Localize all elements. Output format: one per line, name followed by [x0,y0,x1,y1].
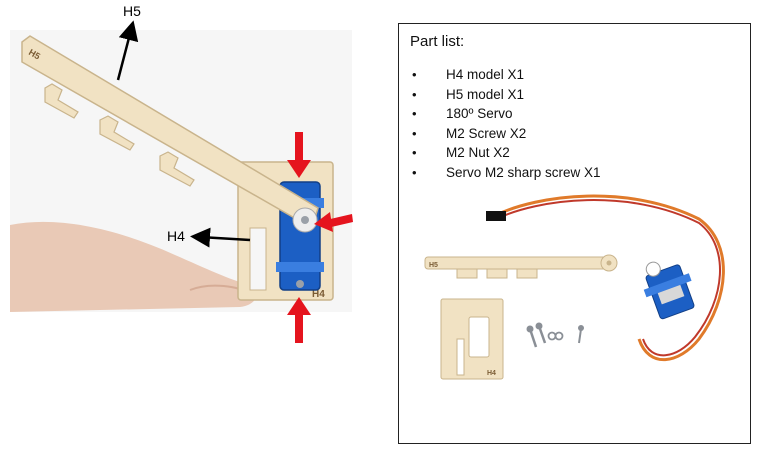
list-item: • Servo M2 sharp screw X1 [412,163,601,183]
red-arrow-bottom [287,297,311,343]
list-item: • M2 Screw X2 [412,124,601,144]
bullet: • [412,67,417,82]
screws-and-nuts [526,322,584,348]
parts-photo: H5 H4 [424,194,725,380]
bullet: • [412,86,417,102]
h4-part: H4 [440,298,504,380]
h5-label: H5 [123,3,141,19]
horn-screw [301,216,309,224]
servo-cable-orange [493,194,725,362]
servo-connector [486,211,506,221]
list-item-text: M2 Screw X2 [446,125,527,141]
red-arrow-top [287,132,311,178]
h4-engraving: H4 [312,289,325,300]
h4-part-engraving: H4 [487,370,496,377]
list-item-text: Servo M2 sharp screw X1 [446,164,601,180]
list-item-text: H5 model X1 [446,86,525,102]
bottom-screw [296,280,304,288]
list-item: • H4 model X1 [412,65,601,85]
list-item: • H5 model X1 [412,85,601,105]
bullet: • [412,125,417,141]
h4-label: H4 [167,228,185,244]
bullet: • [412,164,417,180]
h5-part-engraving: H5 [429,262,438,269]
list-item-text: M2 Nut X2 [446,145,510,160]
nut [547,331,557,341]
servo-part [643,261,695,320]
h5-arm: H5 [21,35,319,233]
list-item: • M2 Nut X2 [412,143,601,163]
servo-cable-red [493,199,721,357]
list-item-text: 180º Servo [446,106,513,121]
part-list-box: Part list: • H4 model X1 • H5 model X1 • 18… [398,23,751,444]
assembly-photo: H4 H5 [10,20,353,343]
h4-pointer-arrow [190,227,251,248]
h5-engraving: H5 [27,47,42,61]
list-item-text: H4 model X1 [446,67,525,82]
bullet: • [412,145,417,160]
bullet: • [412,106,417,121]
red-arrow-right [314,212,353,232]
hand [10,221,257,312]
h5-part: H5 [424,254,618,279]
part-list-title: Part list: [410,33,465,50]
red-arrows [287,132,353,343]
h5-pointer-arrow [116,20,139,81]
part-list: • H4 model X1 • H5 model X1 • 180º Servo • M… [412,65,601,182]
nut [554,331,564,341]
list-item: • 180º Servo [412,104,601,124]
